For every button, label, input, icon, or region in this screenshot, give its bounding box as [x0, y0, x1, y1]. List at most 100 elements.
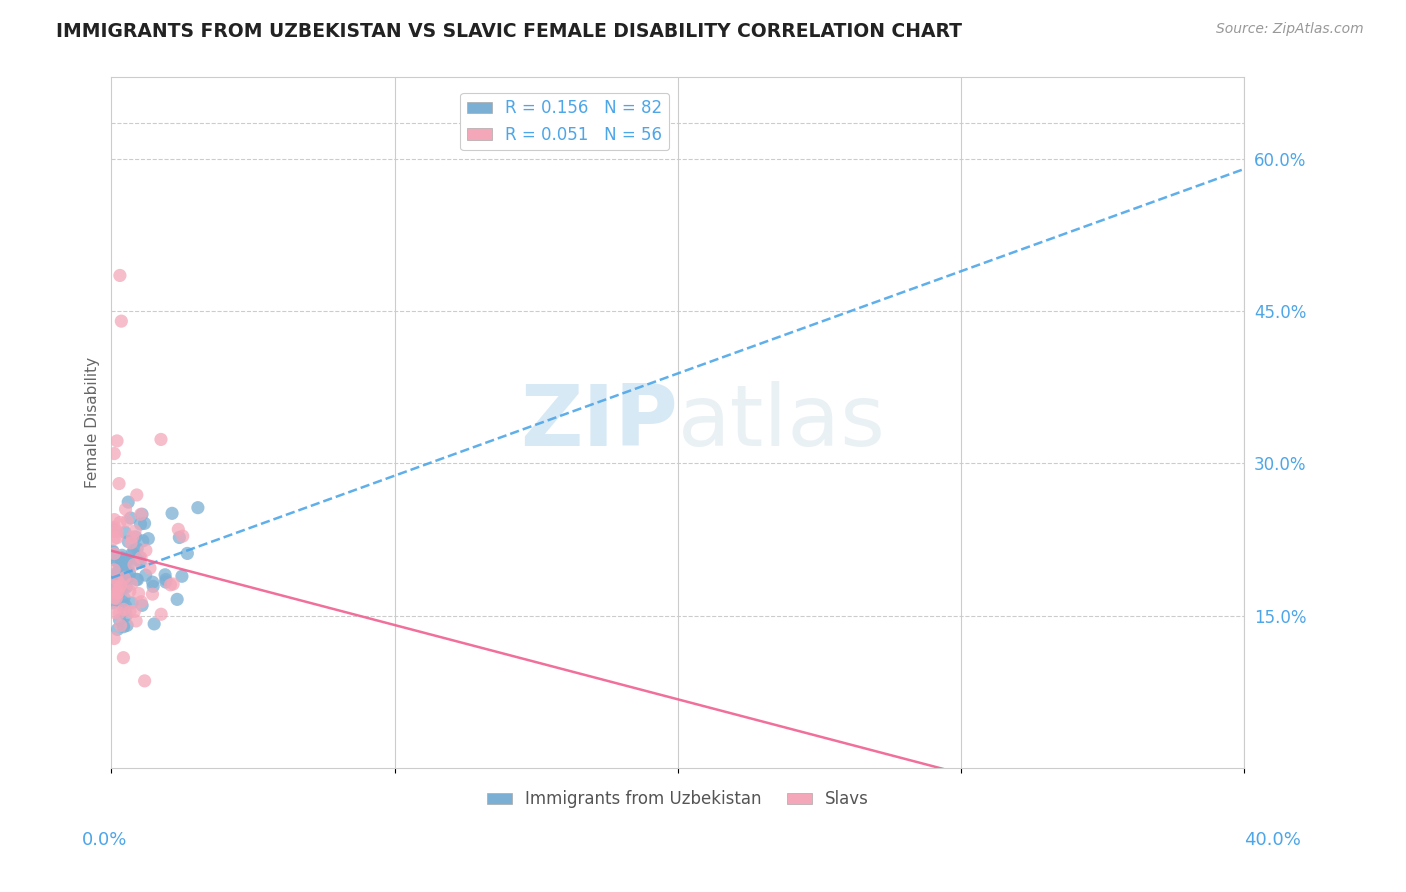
Point	[129, 555, 152, 569]
Point	[114, 602, 136, 616]
Point	[115, 554, 138, 568]
Point	[159, 578, 181, 592]
Point	[169, 531, 191, 545]
Point	[112, 565, 135, 579]
Point	[155, 573, 177, 587]
Point	[108, 579, 131, 593]
Point	[117, 560, 139, 574]
Point	[108, 268, 131, 283]
Point	[127, 541, 149, 556]
Point	[121, 530, 143, 544]
Point	[101, 548, 124, 562]
Point	[115, 580, 138, 594]
Text: Source: ZipAtlas.com: Source: ZipAtlas.com	[1216, 22, 1364, 37]
Point	[108, 559, 131, 574]
Point	[115, 553, 138, 567]
Point	[103, 547, 125, 561]
Point	[129, 550, 152, 565]
Point	[128, 586, 150, 600]
Point	[104, 552, 127, 566]
Point	[103, 524, 125, 539]
Point	[112, 602, 135, 616]
Text: 40.0%: 40.0%	[1244, 831, 1301, 849]
Point	[167, 522, 190, 536]
Point	[117, 495, 139, 509]
Point	[122, 543, 145, 558]
Point	[108, 476, 131, 491]
Point	[127, 573, 149, 587]
Point	[105, 591, 128, 606]
Point	[105, 531, 128, 545]
Point	[110, 557, 132, 571]
Point	[115, 514, 138, 528]
Point	[107, 572, 129, 586]
Point	[107, 582, 129, 596]
Point	[104, 575, 127, 590]
Point	[139, 561, 162, 575]
Point	[118, 604, 141, 618]
Point	[108, 613, 131, 627]
Point	[103, 522, 125, 536]
Point	[118, 584, 141, 599]
Point	[121, 577, 143, 591]
Point	[118, 570, 141, 584]
Point	[105, 434, 128, 448]
Point	[111, 550, 134, 565]
Point	[134, 516, 156, 531]
Point	[112, 591, 135, 605]
Point	[110, 574, 132, 589]
Point	[112, 571, 135, 585]
Point	[107, 623, 129, 637]
Point	[142, 579, 165, 593]
Point	[114, 574, 136, 588]
Point	[112, 567, 135, 582]
Point	[136, 532, 159, 546]
Text: 0.0%: 0.0%	[82, 831, 127, 849]
Text: atlas: atlas	[678, 381, 886, 464]
Point	[110, 314, 132, 328]
Point	[105, 593, 128, 607]
Point	[117, 534, 139, 549]
Point	[114, 525, 136, 540]
Point	[103, 520, 125, 534]
Y-axis label: Female Disability: Female Disability	[86, 357, 100, 488]
Point	[129, 516, 152, 531]
Point	[105, 567, 128, 582]
Point	[124, 524, 146, 538]
Point	[114, 599, 136, 613]
Point	[103, 591, 125, 606]
Point	[112, 650, 135, 665]
Point	[108, 516, 131, 530]
Point	[125, 488, 148, 502]
Point	[115, 553, 138, 567]
Point	[150, 607, 173, 622]
Point	[125, 614, 148, 628]
Point	[105, 576, 128, 591]
Point	[103, 606, 125, 620]
Point	[129, 508, 152, 522]
Point	[121, 596, 143, 610]
Point	[110, 578, 132, 592]
Point	[108, 606, 131, 620]
Point	[104, 587, 127, 601]
Point	[108, 561, 131, 575]
Point	[105, 587, 128, 601]
Point	[112, 620, 135, 634]
Point	[155, 575, 177, 590]
Point	[103, 553, 125, 567]
Point	[132, 533, 155, 548]
Point	[103, 579, 125, 593]
Point	[142, 575, 165, 590]
Point	[114, 579, 136, 593]
Point	[118, 566, 141, 580]
Point	[122, 558, 145, 572]
Legend: Immigrants from Uzbekistan, Slavs: Immigrants from Uzbekistan, Slavs	[481, 783, 876, 815]
Point	[160, 506, 183, 520]
Point	[124, 604, 146, 618]
Point	[108, 582, 131, 597]
Point	[105, 573, 128, 587]
Text: ZIP: ZIP	[520, 381, 678, 464]
Point	[105, 524, 128, 539]
Point	[110, 618, 132, 632]
Point	[120, 511, 142, 525]
